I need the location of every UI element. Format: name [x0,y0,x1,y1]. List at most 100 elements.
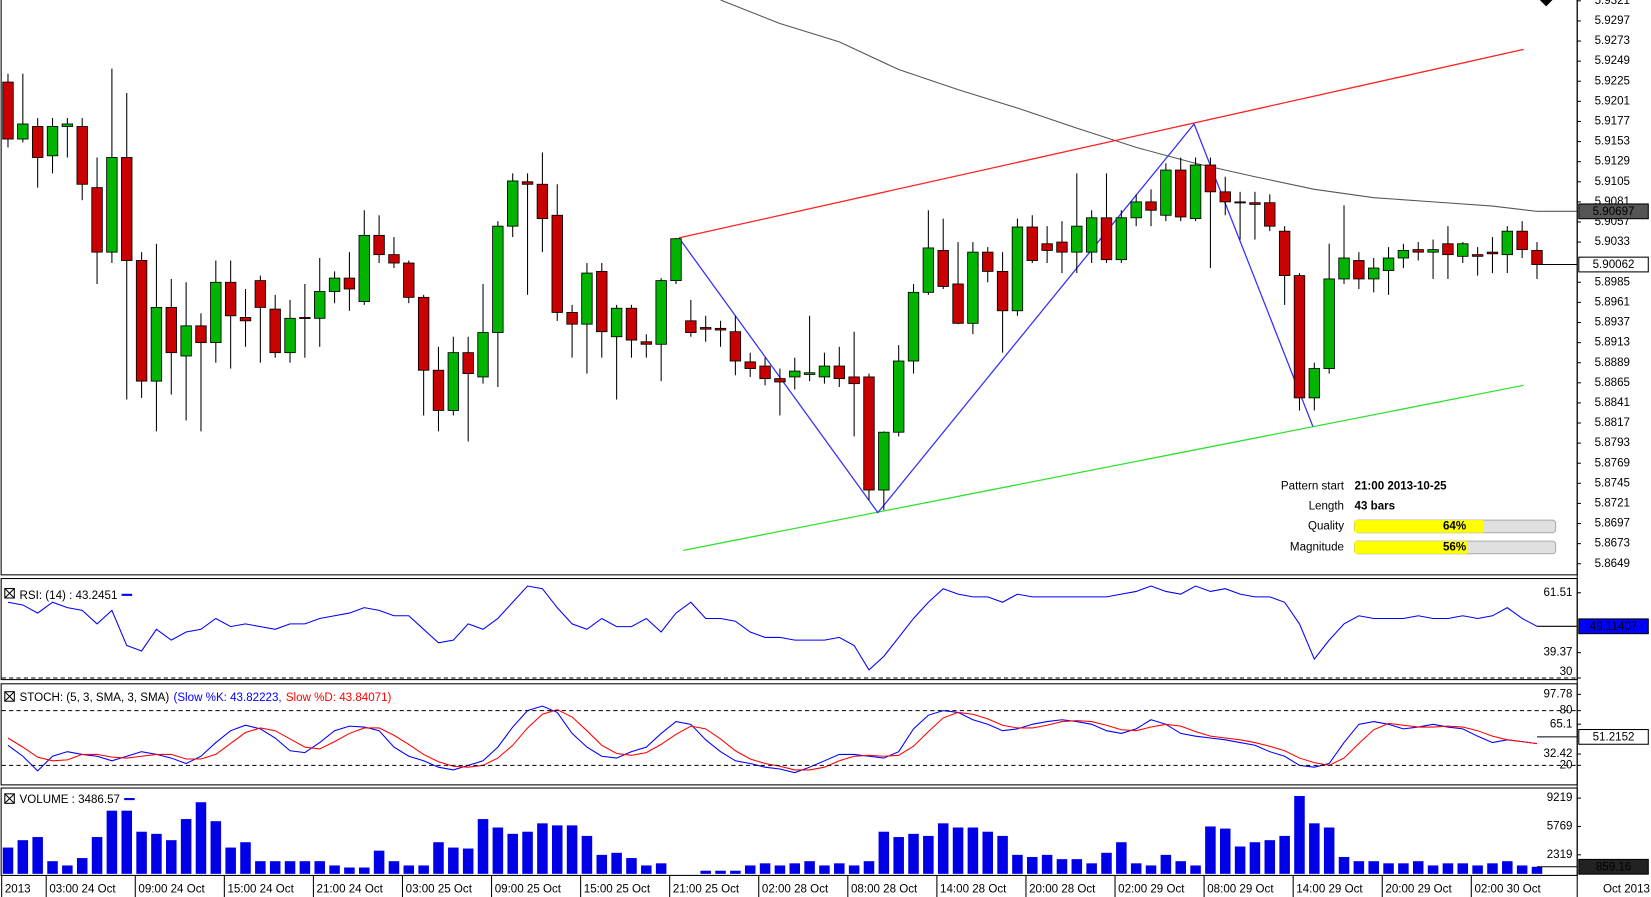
x-tick-label: 20:00 28 Oct [1029,884,1096,896]
y-tick-label: 5.9105 [1595,176,1630,188]
volume-bar [1427,865,1439,874]
x-tick-label: 02:00 28 Oct [762,884,829,896]
volume-bar [1294,795,1305,874]
pattern-meter-label: 56% [1443,542,1466,554]
candle-body [254,280,267,308]
pattern-zigzag-line [678,122,1314,514]
candle-body [744,361,756,369]
volume-bar [1160,854,1172,874]
candle-body [700,327,712,330]
y-tick-label: 5.9321 [1595,0,1630,7]
volume-bar [626,858,637,874]
volume-bar [1027,857,1038,874]
close-box[interactable] [4,587,15,599]
y-tick-label: 30 [1560,666,1573,678]
candle-body [165,306,177,354]
candle-body [892,360,905,433]
volume-bar [1219,828,1231,874]
candle-body [269,308,281,354]
volume-bar [848,865,860,874]
y-tick-label: 5.9153 [1595,136,1630,148]
candle-body [135,260,148,382]
candle-body [952,283,964,324]
volume-bar [581,835,593,874]
candle-body [1531,250,1543,265]
volume-bar [789,863,801,874]
volume-bar [166,840,177,874]
volume-bar [730,870,741,874]
x-tick-label: 09:00 25 Oct [495,884,562,896]
volume-bar [1175,861,1186,874]
pattern-info-value: 43 bars [1355,500,1396,512]
moving-average-price-label: 5.90697 [1593,206,1635,218]
y-tick-label: 5.9225 [1595,75,1630,87]
candle-body [46,126,59,157]
pattern-info-value: 21:00 2013-10-25 [1355,480,1448,492]
y-tick-label: 20 [1560,759,1573,771]
volume-bar [151,833,162,874]
volume-bar [551,825,563,874]
candle-body [1486,251,1499,255]
candle-body [655,280,667,345]
scroll-arrow[interactable] [1539,0,1553,7]
volume-bar [1353,861,1365,874]
candle-body [328,277,341,292]
volume-bar [1264,840,1276,874]
indicator-title: RSI: (14) : 43.2451 [20,590,118,602]
y-tick-label: 5.8697 [1595,518,1630,530]
volume-bar [269,861,281,874]
volume-bar [433,842,444,874]
candle-body [774,378,786,383]
candle-body [610,307,623,338]
volume-bar [255,861,266,874]
volume-bar [1116,842,1127,874]
candle-body [922,247,935,293]
volume-bar [210,821,222,874]
candle-body [121,157,133,261]
x-tick-label: 02:00 30 Oct [1474,884,1541,896]
volume-bar [225,847,236,874]
indicator-marker-box [1578,858,1649,875]
volume-bar [774,865,786,874]
indicator-title-text: RSI: (14) : 43.2451 [20,590,118,602]
candle-body [1145,201,1157,211]
pattern-lower-line [683,384,1524,551]
volume-bar [344,867,355,874]
pattern-meter [1354,541,1468,554]
candle-body [388,254,400,264]
indicator-title-text: VOLUME : 3486.57 [20,794,120,806]
pattern-info-label: Quality [1308,520,1344,532]
x-tick-label: 03:00 25 Oct [406,884,473,896]
last-price-label: 5.90062 [1593,259,1635,271]
candle-body [477,332,489,378]
candle-body [2,81,14,140]
candle-body [462,352,474,375]
candle-body [907,291,920,362]
y-tick-label: 9219 [1547,792,1573,804]
indicator-marker-label: 51.2152 [1593,731,1635,743]
x-tick-label: 20:00 29 Oct [1385,884,1452,896]
y-tick-label: 5.8673 [1595,538,1630,550]
candle-body [1323,278,1335,369]
frames [0,0,1578,897]
candle-body [937,250,949,287]
candle-body [1026,226,1038,261]
close-box[interactable] [4,691,15,702]
indicator-line [7,585,1538,671]
close-box[interactable] [4,793,15,804]
volume-bar [1502,861,1513,874]
volume-bar [492,827,504,874]
y-tick-label: 5.9297 [1595,15,1630,27]
candle-body [1041,243,1053,251]
volume-bar [1487,863,1498,874]
volume-bar [2,847,14,874]
volume-bar [1383,863,1394,874]
volume-bar [180,819,192,874]
volume-bar [1071,859,1083,874]
volume-bar [1398,863,1409,874]
y-tick-label: 61.51 [1543,587,1572,599]
candle-body [1160,169,1172,216]
y-tick-label: 5.8769 [1595,457,1630,469]
candle-body [848,376,860,385]
